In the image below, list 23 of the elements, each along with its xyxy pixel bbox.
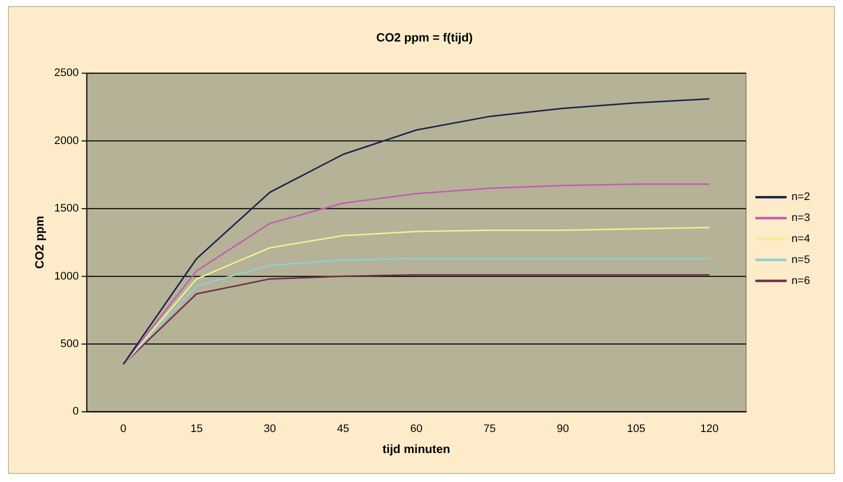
x-tick-label: 90 [556,423,569,436]
chart-title: CO2 ppm = f(tijd) [376,30,473,44]
x-tick-label: 30 [264,423,276,436]
y-tick-label: 1000 [54,270,79,282]
y-tick-label: 2500 [54,67,79,80]
x-tick-label: 60 [410,423,422,436]
x-tick-label: 15 [190,423,203,436]
y-tick-label: 500 [60,338,79,350]
y-tick-label: 0 [72,406,79,418]
x-axis-title: tijd minuten [382,442,450,456]
legend-label: n=3 [791,212,810,224]
legend-label: n=2 [791,191,810,204]
legend-label: n=5 [791,254,810,266]
legend-label: n=6 [791,274,810,287]
x-tick-label: 0 [120,423,126,436]
x-tick-label: 105 [627,423,646,436]
x-tick-label: 120 [700,423,719,436]
x-tick-label: 45 [337,423,350,436]
y-tick-label: 2000 [54,134,79,147]
y-tick-label: 1500 [54,202,79,215]
legend-label: n=4 [791,233,810,246]
x-tick-label: 75 [484,423,496,436]
y-axis-title: CO2 ppm [32,216,46,269]
